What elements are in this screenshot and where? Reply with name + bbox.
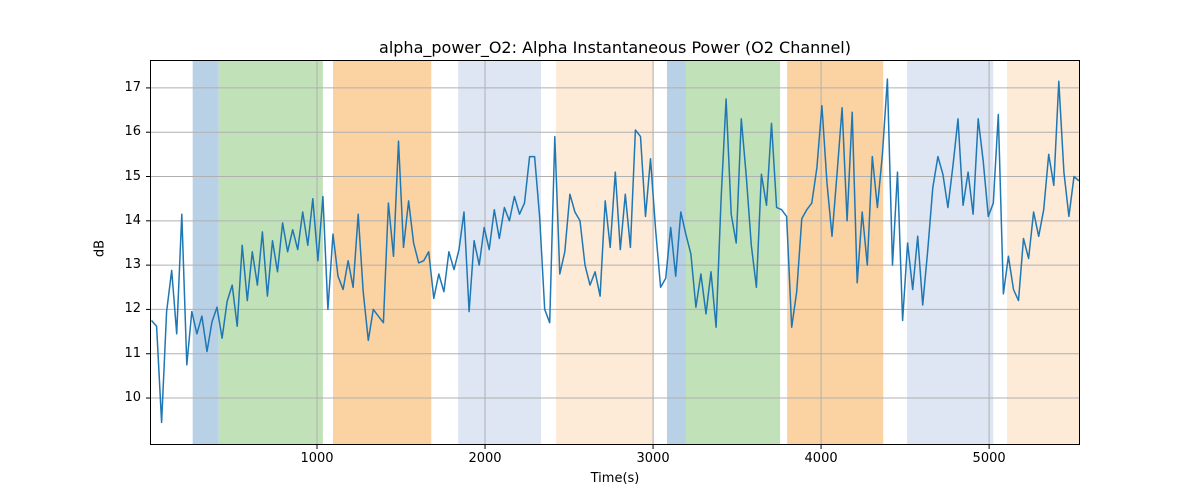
chart-title: alpha_power_O2: Alpha Instantaneous Powe… <box>379 38 851 57</box>
x-tick-label: 5000 <box>972 451 1006 466</box>
x-tick-label: 2000 <box>468 451 502 466</box>
y-tick-label: 13 <box>124 257 141 273</box>
x-tick-label: 3000 <box>636 451 670 466</box>
x-axis-label: Time(s) <box>590 471 640 486</box>
y-tick-label: 12 <box>124 301 141 317</box>
x-tick-label: 4000 <box>804 451 838 466</box>
y-tick-label: 10 <box>124 390 141 406</box>
y-tick-label: 16 <box>124 124 141 140</box>
y-tick-label: 11 <box>124 345 141 361</box>
stage-band-lightblue <box>458 60 541 445</box>
data-line-alpha_power_O2 <box>150 78 1080 424</box>
stage-band-blue <box>192 60 219 445</box>
stage-band-peach <box>556 60 655 445</box>
plot-area <box>146 60 1080 449</box>
y-tick-label: 14 <box>124 212 141 228</box>
stage-band-green <box>685 60 781 445</box>
y-tick-label: 15 <box>124 168 141 184</box>
stage-band-blue <box>667 60 686 445</box>
stage-band-lightblue <box>907 60 994 445</box>
stage-band-orange <box>332 60 432 445</box>
stage-band-peach <box>1007 60 1080 445</box>
stage-band-orange <box>787 60 884 445</box>
axes-spines <box>150 60 1080 445</box>
x-tick-label: 1000 <box>300 451 334 466</box>
line-chart-svg <box>146 60 1080 449</box>
y-tick-label: 17 <box>124 79 141 95</box>
